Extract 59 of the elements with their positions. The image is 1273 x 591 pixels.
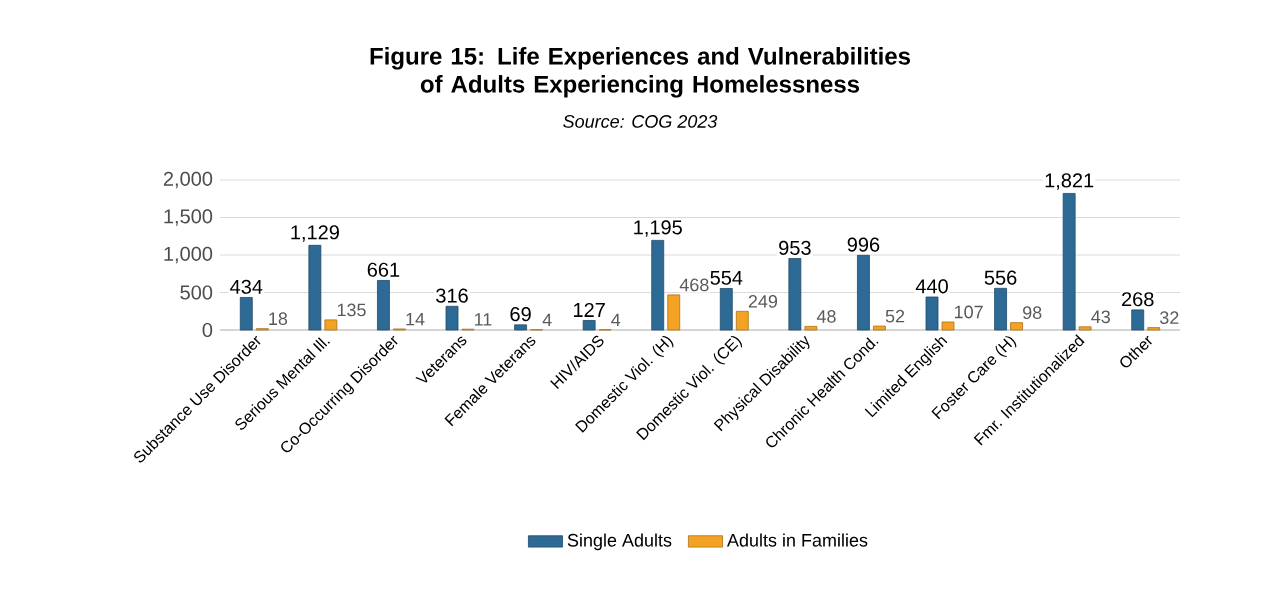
data-label: 440: [915, 279, 948, 294]
data-label: 69: [510, 307, 531, 322]
bar: [667, 294, 681, 331]
data-label: 316: [436, 288, 468, 303]
data-label: 14: [406, 312, 425, 326]
data-label: 554: [710, 270, 743, 285]
bar: [1062, 193, 1076, 331]
y-tick-label: 2,000: [163, 171, 213, 189]
legend-label: Single Adults: [567, 533, 672, 551]
data-label: 48: [816, 310, 836, 323]
bar: [1147, 327, 1161, 331]
data-label: 11: [474, 313, 492, 326]
bar: [804, 326, 818, 331]
bar: [651, 239, 665, 331]
y-tick-label: 0: [202, 322, 213, 338]
bar: [925, 296, 939, 331]
data-label: 4: [542, 313, 552, 327]
data-label: 98: [1023, 306, 1042, 320]
bar: [377, 280, 390, 331]
data-label: 661: [367, 262, 400, 277]
data-label: 18: [269, 312, 288, 326]
bar: [941, 321, 955, 331]
data-label: 556: [984, 270, 1017, 285]
data-label: 127: [574, 302, 605, 317]
data-label: 135: [337, 303, 366, 317]
bar: [857, 254, 870, 331]
bar: [994, 287, 1007, 331]
bar: [324, 319, 338, 331]
data-label: 32: [1160, 311, 1179, 325]
y-tick-label: 1,500: [164, 209, 213, 226]
bar: [239, 297, 253, 331]
bar: [445, 305, 459, 331]
bar: [719, 288, 733, 331]
bar: [1078, 326, 1092, 331]
y-tick-label: 500: [180, 285, 213, 300]
bar: [1010, 322, 1023, 331]
data-label: 268: [1122, 292, 1154, 307]
data-label: 953: [779, 240, 811, 255]
bar: [735, 310, 749, 331]
bar: [873, 325, 886, 331]
data-label: 468: [679, 278, 709, 292]
data-label: 43: [1091, 310, 1110, 324]
bar: [582, 320, 596, 331]
data-label: 434: [230, 279, 263, 294]
chart-title: Figure 15: Life Experiences and Vulnerabilities of Adults Experiencing Homelessness: [370, 47, 911, 98]
chart-subtitle: Source: COG 2023: [563, 115, 718, 128]
data-label: 1,195: [634, 220, 682, 237]
data-label: 249: [748, 294, 778, 308]
data-label: 52: [885, 309, 905, 323]
bar: [308, 244, 322, 331]
data-label: 107: [954, 305, 983, 319]
data-label: 996: [847, 237, 880, 252]
y-tick-label: 1,000: [164, 246, 213, 264]
data-label: 1,129: [291, 225, 339, 242]
legend-label: Adults in Families: [726, 533, 868, 547]
data-label: 4: [611, 313, 621, 327]
bar: [1131, 309, 1145, 331]
bar: [514, 324, 527, 331]
data-label: 1,821: [1045, 173, 1094, 190]
